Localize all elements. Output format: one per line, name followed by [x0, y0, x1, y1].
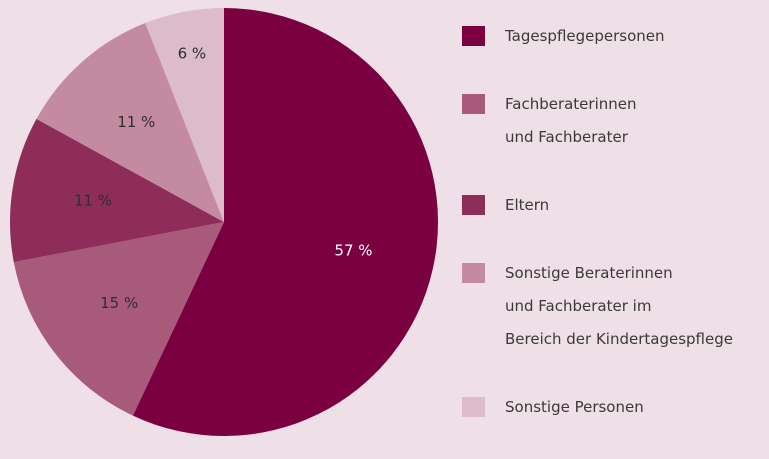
page: {"chart_data": {"type": "pie", "categori…	[10, 8, 733, 437]
legend-entry: Sonstige Personen	[462, 391, 733, 424]
legend-swatch	[462, 26, 485, 46]
chart: 57 % 15 % 11 % 11 % 6 %	[10, 8, 438, 437]
data-label: 57 %	[334, 241, 372, 259]
legend-entry: Tagespflegepersonen	[462, 20, 733, 53]
pie-slice	[36, 23, 225, 222]
legend-entry: Fachberaterinnen und Fachberater	[462, 88, 733, 154]
data-label: 6 %	[178, 44, 207, 62]
data-label: 15 %	[100, 294, 138, 312]
legend-swatch	[462, 263, 485, 283]
legend-label: Sonstige Personen	[505, 398, 644, 416]
data-label: 11 %	[74, 192, 112, 210]
data-label: 11 %	[117, 113, 155, 131]
legend-swatch	[462, 195, 485, 215]
pie-slice	[10, 118, 225, 263]
pie-slice	[13, 222, 225, 416]
legend-label: Fachberaterinnen und Fachberater	[505, 95, 637, 146]
legend-entry: Eltern	[462, 189, 733, 222]
legend-swatch	[462, 94, 485, 114]
legend-label: Sonstige Beraterinnen und Fachberater im…	[505, 264, 733, 348]
legend-swatch	[462, 397, 485, 417]
legend: Tagespflegepersonen Fachberaterinnen und …	[462, 20, 733, 459]
legend-label: Tagespflegepersonen	[505, 27, 665, 45]
legend-label: Eltern	[505, 196, 550, 214]
legend-entry: Sonstige Beraterinnen und Fachberater im…	[462, 257, 733, 356]
pie-slice	[145, 8, 224, 222]
pie-slice	[132, 8, 438, 437]
